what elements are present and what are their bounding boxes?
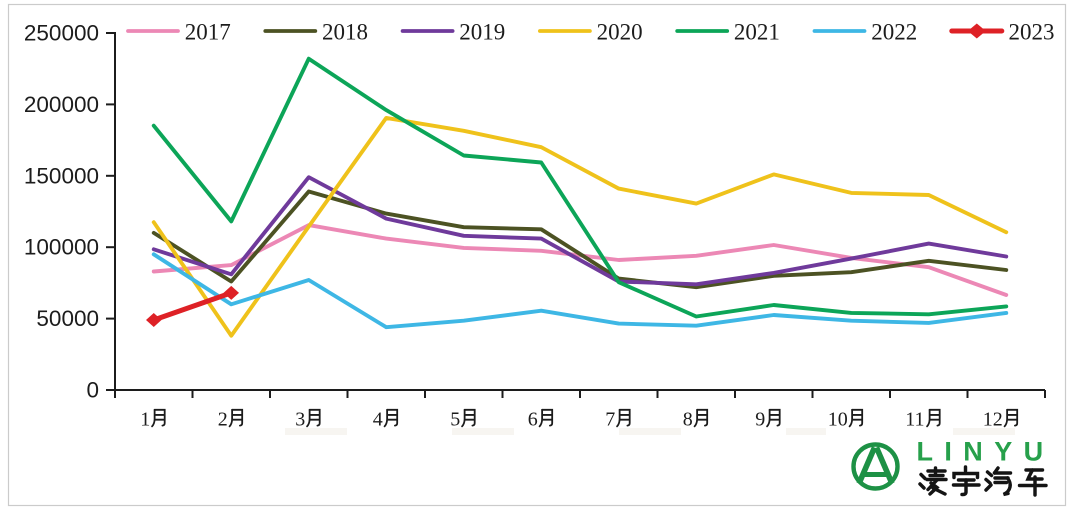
svg-text:9: 9 [755,409,765,431]
svg-text:250000: 250000 [24,21,99,46]
svg-text:LINYU: LINYU [917,437,1055,467]
svg-text:2021: 2021 [734,20,780,45]
svg-text:10: 10 [828,409,848,431]
svg-text:0: 0 [86,378,99,403]
svg-text:12: 12 [983,409,1003,431]
svg-text:100000: 100000 [24,235,99,260]
svg-text:11: 11 [905,409,924,431]
svg-text:1: 1 [140,409,150,431]
svg-text:150000: 150000 [24,163,99,188]
svg-text:6: 6 [528,409,538,431]
svg-text:2023: 2023 [1009,20,1055,45]
svg-text:2019: 2019 [459,20,505,45]
svg-text:50000: 50000 [36,306,99,331]
svg-text:3: 3 [295,409,305,431]
svg-text:2018: 2018 [322,20,368,45]
svg-text:2022: 2022 [871,20,917,45]
svg-text:7: 7 [605,409,615,431]
svg-text:4: 4 [373,409,383,431]
svg-text:2017: 2017 [185,20,231,45]
svg-text:200000: 200000 [24,92,99,117]
svg-text:2: 2 [218,409,228,431]
svg-text:8: 8 [683,409,693,431]
svg-text:5: 5 [450,409,460,431]
svg-text:2020: 2020 [597,20,643,45]
